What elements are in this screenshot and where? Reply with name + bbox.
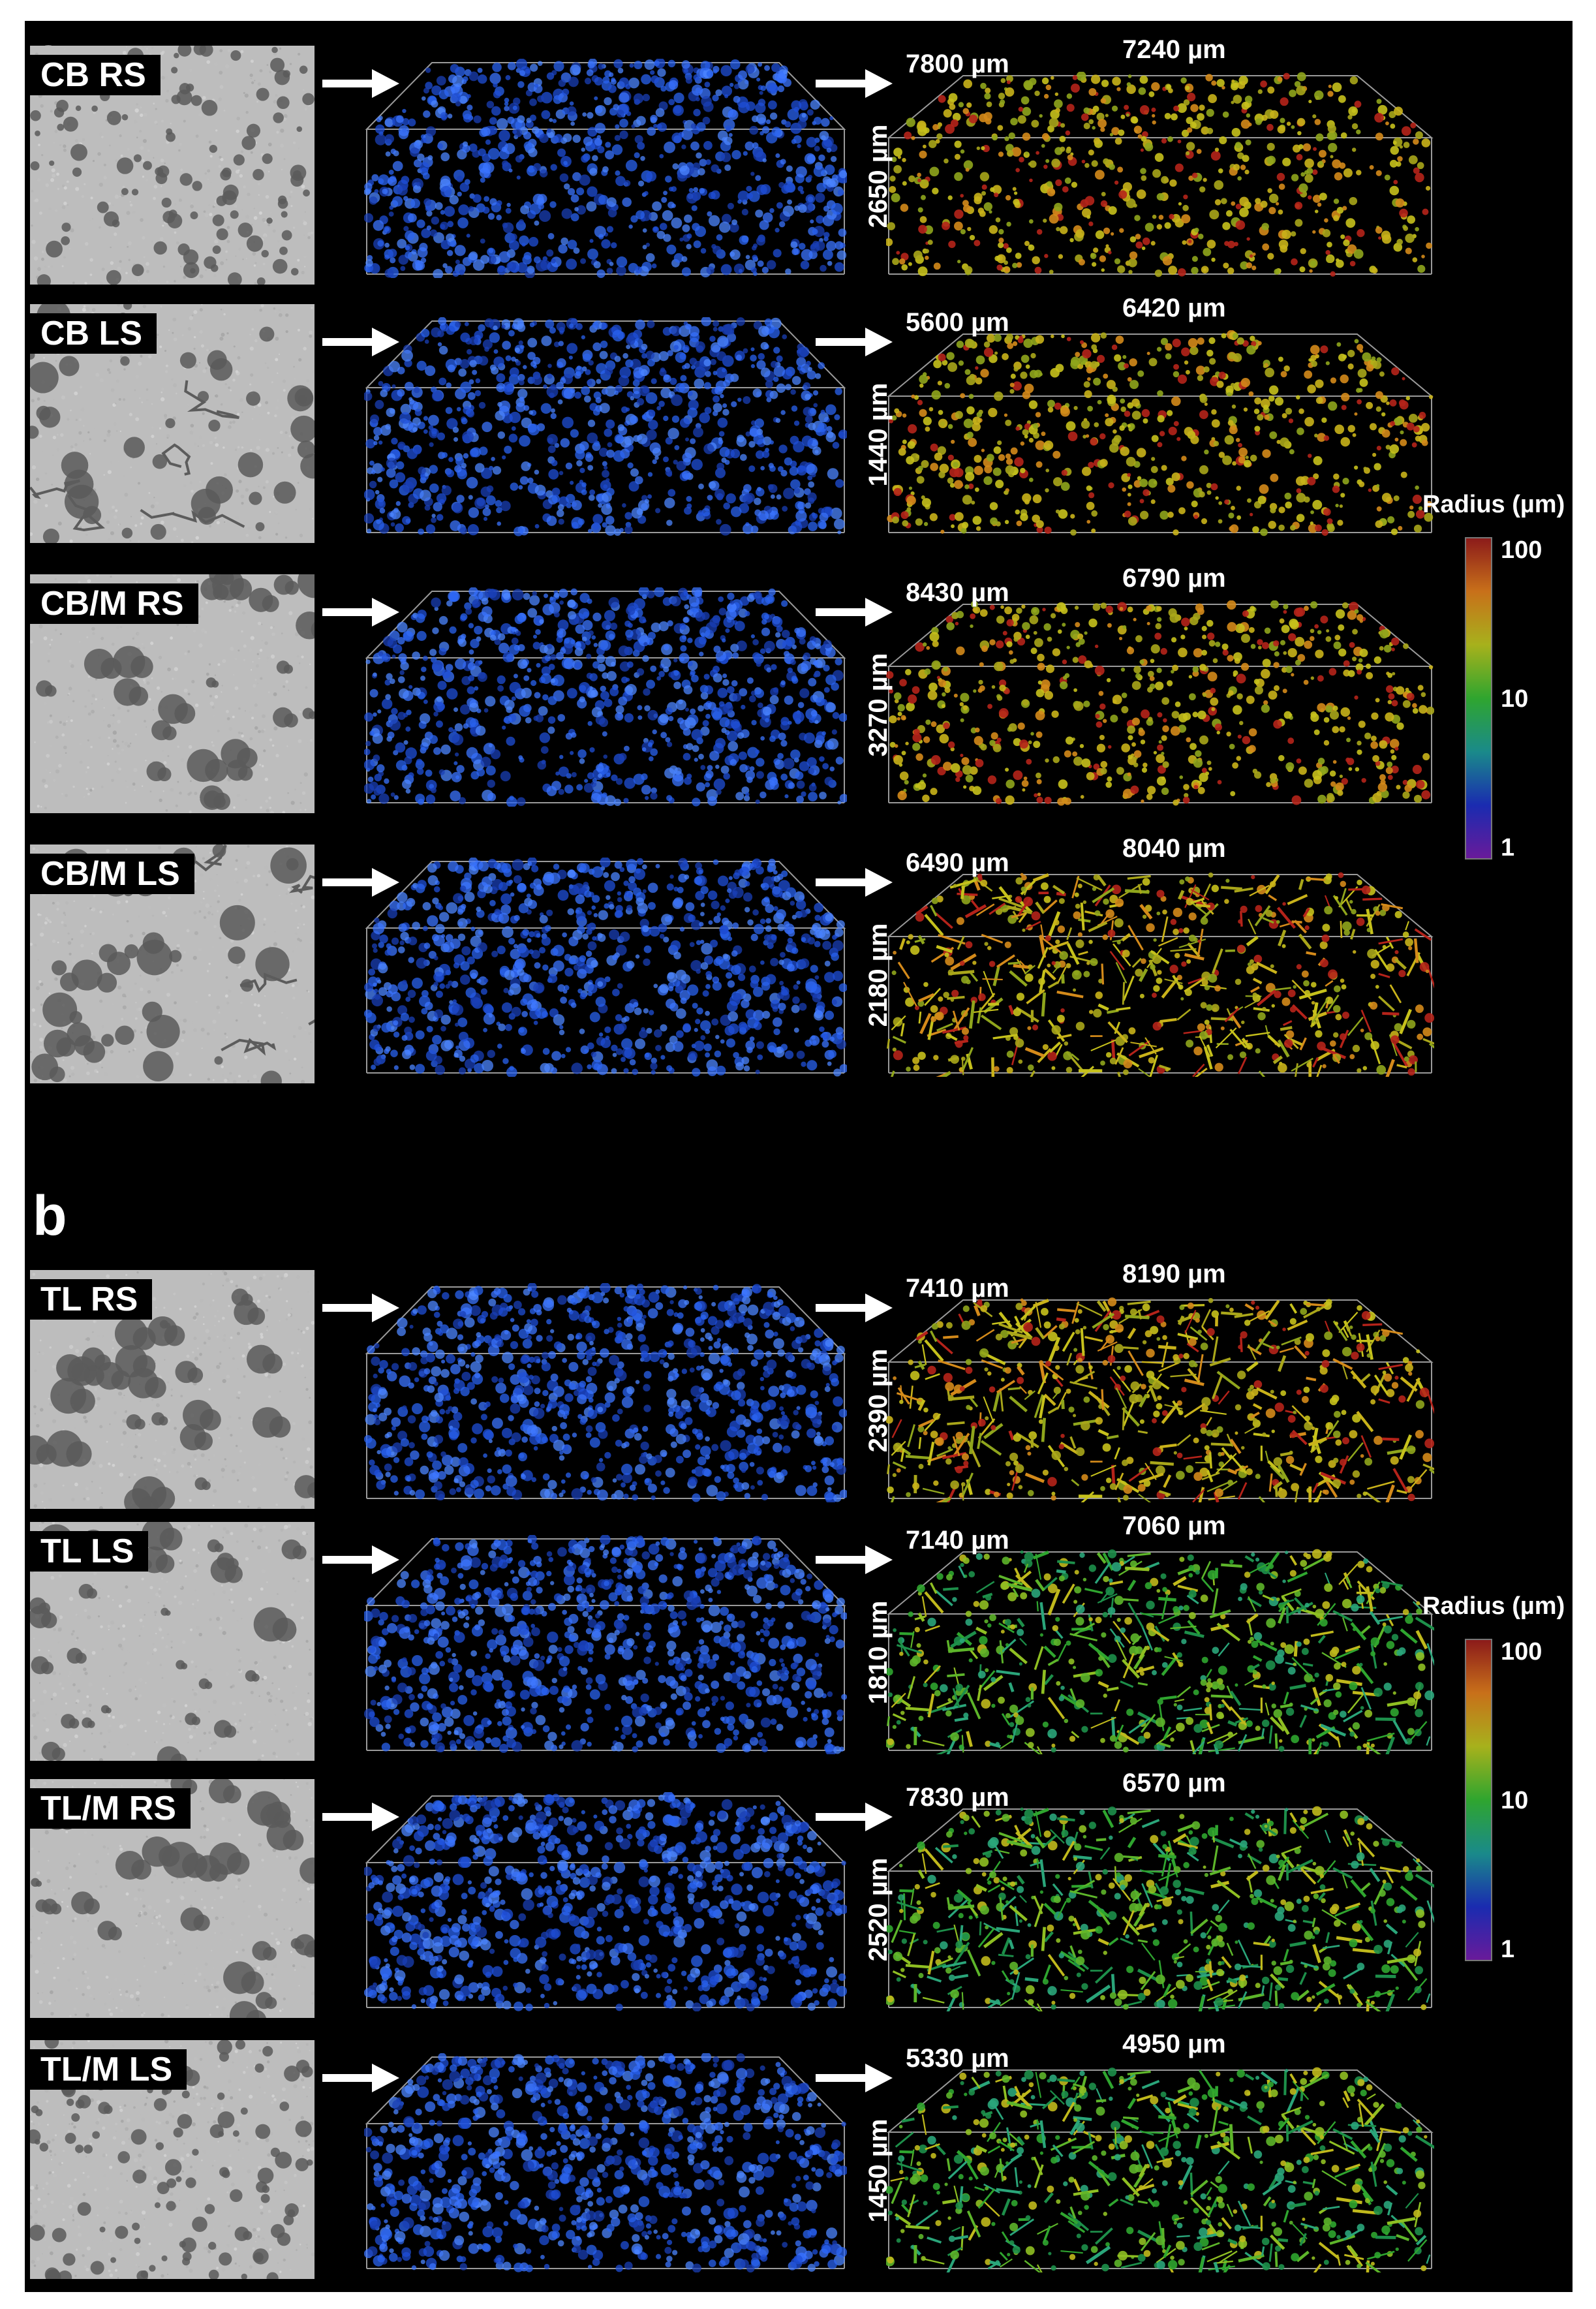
- sample-label: TL RS: [30, 1279, 153, 1320]
- right-arrow-icon: [816, 597, 893, 631]
- dimension-height: 2180 µm: [864, 923, 893, 1027]
- pore-network-render: [885, 1296, 1441, 1517]
- dimension-width: 6490 µm: [906, 848, 1009, 877]
- sample-label: CB/M LS: [30, 854, 194, 894]
- micrograph-image: CB/M RS: [30, 574, 315, 813]
- dimension-depth: 8190 µm: [1122, 1260, 1226, 1288]
- right-arrow-icon: [816, 2062, 893, 2097]
- dimension-height: 2520 µm: [864, 1857, 893, 1962]
- dimension-width: 7800 µm: [906, 50, 1009, 78]
- sample-label: TL/M RS: [30, 1788, 191, 1829]
- right-arrow-icon: [322, 1292, 399, 1327]
- right-arrow-icon: [322, 1544, 399, 1579]
- sample-label: CB LS: [30, 313, 157, 354]
- micrograph-image: TL LS: [30, 1522, 315, 1761]
- dimension-depth: 8040 µm: [1122, 834, 1226, 863]
- dimension-depth: 6570 µm: [1122, 1769, 1226, 1797]
- right-arrow-icon: [816, 1292, 893, 1327]
- dimension-depth: 7060 µm: [1122, 1511, 1226, 1540]
- radius-colorbar: [1464, 1638, 1493, 1965]
- right-arrow-icon: [816, 867, 893, 901]
- sample-label: TL/M LS: [30, 2049, 187, 2090]
- dimension-depth: 7240 µm: [1122, 35, 1226, 64]
- dimension-height: 3270 µm: [864, 653, 893, 757]
- micrograph-image: TL/M LS: [30, 2040, 315, 2279]
- dimension-height: 2650 µm: [864, 124, 893, 228]
- colorbar-tick: 10: [1501, 1787, 1529, 1814]
- dimension-height: 1440 µm: [864, 382, 893, 487]
- dimension-width: 5600 µm: [906, 308, 1009, 337]
- pore-network-render: [885, 1805, 1437, 2026]
- micrograph-image: CB LS: [30, 304, 315, 543]
- dimension-depth: 4950 µm: [1122, 2030, 1226, 2058]
- colorbar-tick: 10: [1501, 685, 1529, 713]
- dimension-height: 1810 µm: [864, 1600, 893, 1705]
- radius-colorbar: [1464, 536, 1493, 863]
- colorbar-tick: 1: [1501, 834, 1515, 861]
- panel-label: b: [33, 1185, 67, 1247]
- right-arrow-icon: [816, 326, 893, 361]
- colorbar-tick: 100: [1501, 536, 1542, 564]
- pore-volume-render: [363, 586, 849, 810]
- dimension-height: 1450 µm: [864, 2118, 893, 2223]
- pore-network-render: [885, 2066, 1436, 2287]
- sample-label: CB/M RS: [30, 583, 198, 624]
- right-arrow-icon: [322, 68, 399, 102]
- micrograph-image: TL RS: [30, 1270, 315, 1509]
- right-arrow-icon: [322, 326, 399, 361]
- pore-volume-render: [363, 2052, 848, 2276]
- pore-network-render: [886, 871, 1441, 1094]
- colorbar-title: Radius (µm): [1422, 491, 1565, 518]
- dimension-width: 5330 µm: [906, 2044, 1009, 2073]
- right-arrow-icon: [322, 867, 399, 901]
- dimension-depth: 6790 µm: [1122, 564, 1226, 593]
- pore-volume-render: [363, 316, 848, 540]
- pore-network-render: [885, 1548, 1437, 1769]
- pore-volume-render: [363, 856, 849, 1080]
- micrograph-image: CB RS: [30, 46, 315, 285]
- pore-volume-render: [363, 1282, 849, 1506]
- micrograph-image: CB/M LS: [30, 845, 315, 1083]
- colorbar-tick: 100: [1501, 1638, 1542, 1666]
- pore-volume-render: [361, 1534, 848, 1758]
- dimension-width: 7140 µm: [906, 1526, 1009, 1555]
- right-arrow-icon: [816, 1544, 893, 1579]
- micrograph-image: TL/M RS: [30, 1779, 315, 2018]
- sample-label: CB RS: [30, 55, 161, 95]
- dimension-height: 2390 µm: [864, 1348, 893, 1453]
- pore-volume-render: [363, 57, 850, 281]
- dimension-width: 8430 µm: [906, 578, 1009, 607]
- pore-network-render: [885, 71, 1434, 281]
- right-arrow-icon: [322, 597, 399, 631]
- right-arrow-icon: [816, 1801, 893, 1836]
- dimension-depth: 6420 µm: [1122, 294, 1226, 322]
- right-arrow-icon: [322, 1801, 399, 1836]
- pore-volume-render: [363, 1791, 848, 2015]
- pore-network-render: [885, 600, 1435, 810]
- right-arrow-icon: [322, 2062, 399, 2097]
- pore-network-render: [886, 330, 1434, 540]
- right-arrow-icon: [816, 68, 893, 102]
- sample-label: TL LS: [30, 1531, 149, 1572]
- dimension-width: 7410 µm: [906, 1274, 1009, 1303]
- colorbar-title: Radius (µm): [1422, 1592, 1565, 1620]
- dimension-width: 7830 µm: [906, 1783, 1009, 1812]
- colorbar-tick: 1: [1501, 1936, 1515, 1963]
